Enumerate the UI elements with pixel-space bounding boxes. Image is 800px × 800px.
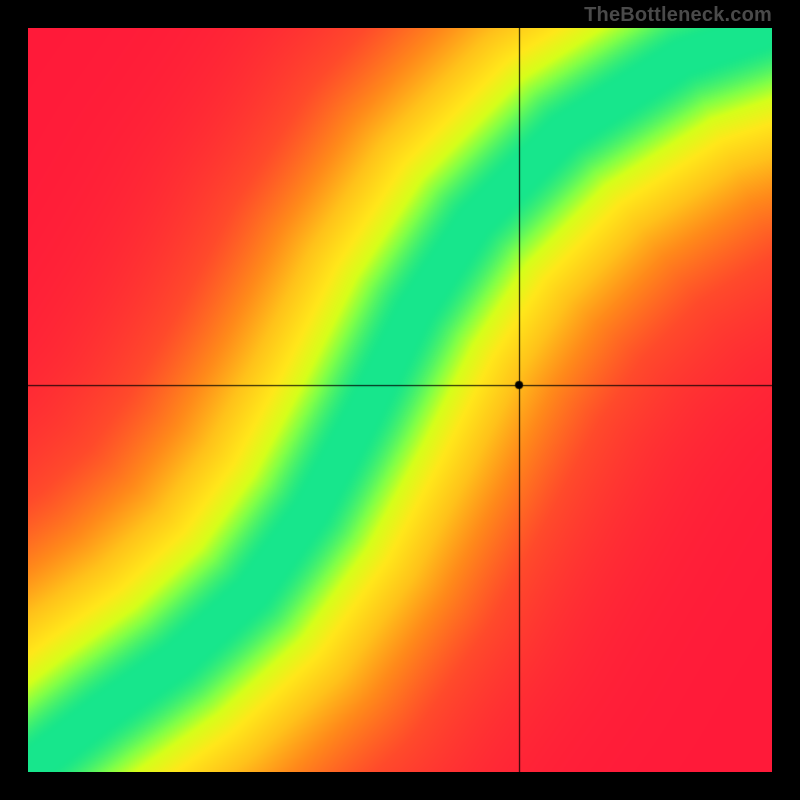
outer-frame: TheBottleneck.com xyxy=(0,0,800,800)
watermark-text: TheBottleneck.com xyxy=(584,4,772,27)
heatmap-canvas xyxy=(28,28,772,772)
plot-area xyxy=(28,28,772,772)
